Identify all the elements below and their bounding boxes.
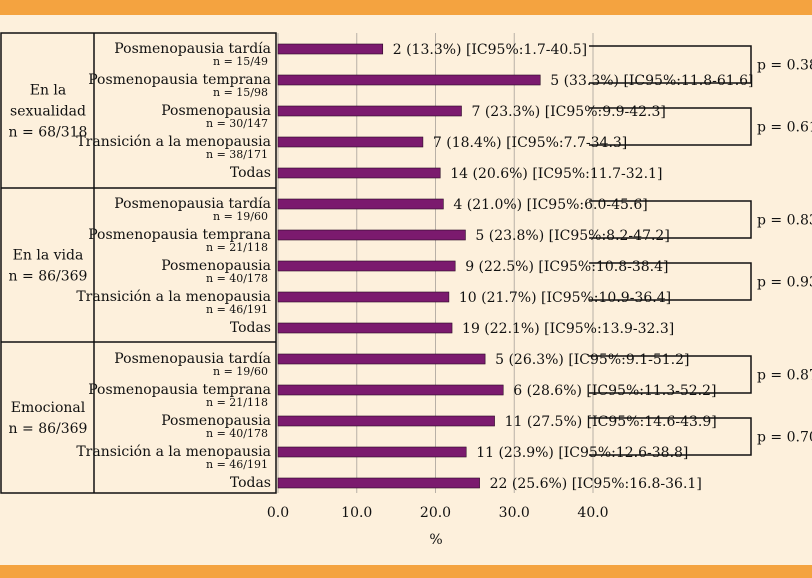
category-label: Posmenopausia temprana: [88, 72, 271, 88]
bar: [277, 384, 504, 396]
n-label: n = 19/60: [213, 210, 268, 223]
n-label: n = 40/178: [206, 427, 268, 440]
bar: [277, 43, 384, 55]
n-label: n = 30/147: [206, 117, 268, 130]
x-tick-label: 10.0: [341, 505, 372, 521]
bar: [277, 167, 441, 179]
bar: [277, 415, 495, 427]
data-label: 5 (26.3%) [IC95%:9.1-51.2]: [495, 352, 689, 368]
bar: [277, 105, 462, 117]
bar: [277, 322, 453, 334]
data-label: 19 (22.1%) [IC95%:13.9-32.3]: [462, 321, 674, 337]
data-label: 5 (23.8%) [IC95%:8.2-47.2]: [475, 228, 669, 244]
category-label: Posmenopausia: [161, 413, 271, 429]
data-label: 4 (21.0%) [IC95%:6.0-45.6]: [453, 197, 647, 213]
bar: [277, 477, 480, 489]
category-label: Transición a la menopausia: [76, 134, 271, 150]
x-tick-label: 20.0: [420, 505, 451, 521]
bar: [277, 229, 466, 241]
bar: [277, 353, 486, 365]
category-label: Posmenopausia temprana: [88, 382, 271, 398]
data-label: 5 (33.3%) [IC95%:11.8-61.6]: [550, 73, 753, 89]
n-label: n = 40/178: [206, 272, 268, 285]
p-bracket: [589, 417, 752, 456]
n-label: n = 15/98: [213, 86, 268, 99]
category-label: Posmenopausia tardía: [114, 351, 271, 367]
p-bracket: [589, 355, 752, 394]
n-label: n = 38/171: [206, 148, 268, 161]
category-label: Transición a la menopausia: [76, 289, 271, 305]
bar: [277, 136, 424, 148]
data-label: 11 (23.9%) [IC95%:12.6-38.8]: [476, 445, 688, 461]
data-label: 10 (21.7%) [IC95%:10.9-36.4]: [459, 290, 671, 306]
category-label: Posmenopausia temprana: [88, 227, 271, 243]
table-frame: [0, 32, 277, 494]
group-label: n = 86/369: [9, 421, 88, 437]
data-label: 7 (18.4%) [IC95%:7.7-34.3]: [433, 135, 627, 151]
category-label: Posmenopausia tardía: [114, 196, 271, 212]
category-label: Todas: [230, 475, 271, 491]
p-bracket: [589, 45, 752, 84]
n-label: n = 46/191: [206, 458, 268, 471]
n-label: n = 15/49: [213, 55, 268, 68]
category-label: Transición a la menopausia: [76, 444, 271, 460]
p-value-label: p = 0.70: [757, 430, 812, 446]
data-label: 11 (27.5%) [IC95%:14.6-43.9]: [505, 414, 717, 430]
category-label: Todas: [230, 320, 271, 336]
bar: [277, 74, 541, 86]
p-bracket: [589, 107, 752, 146]
n-label: n = 19/60: [213, 365, 268, 378]
bar: [277, 198, 444, 210]
bar: [277, 291, 450, 303]
bar: [277, 260, 456, 272]
x-tick-label: 30.0: [499, 505, 530, 521]
p-value-label: p = 0.38: [757, 58, 812, 74]
group-label: En la vida: [13, 248, 84, 264]
category-label: Posmenopausia: [161, 258, 271, 274]
group-label: n = 86/369: [9, 269, 88, 285]
category-label: Todas: [230, 165, 271, 181]
category-label: Posmenopausia: [161, 103, 271, 119]
x-axis-label: %: [429, 532, 442, 548]
group-label: En la: [30, 83, 67, 99]
group-label: n = 68/318: [9, 125, 88, 141]
x-tick-label: 40.0: [577, 505, 608, 521]
n-label: n = 21/118: [206, 396, 268, 409]
top-band: [0, 0, 812, 15]
p-value-label: p = 0.83: [757, 213, 812, 229]
n-label: n = 21/118: [206, 241, 268, 254]
p-bracket: [589, 262, 752, 301]
category-label: Posmenopausia tardía: [114, 41, 271, 57]
data-label: 9 (22.5%) [IC95%:10.8-38.4]: [465, 259, 668, 275]
data-label: 7 (23.3%) [IC95%:9.9-42.3]: [471, 104, 665, 120]
bar: [277, 446, 467, 458]
data-label: 2 (13.3%) [IC95%:1.7-40.5]: [393, 42, 587, 58]
p-value-label: p = 0.61: [757, 120, 812, 136]
bottom-band: [0, 565, 812, 578]
data-label: 22 (25.6%) [IC95%:16.8-36.1]: [490, 476, 702, 492]
data-label: 14 (20.6%) [IC95%:11.7-32.1]: [450, 166, 662, 182]
n-label: n = 46/191: [206, 303, 268, 316]
group-label: sexualidad: [10, 104, 86, 120]
group-label: Emocional: [11, 400, 86, 416]
p-value-label: p = 0.93: [757, 275, 812, 291]
x-tick-label: 0.0: [267, 505, 289, 521]
p-bracket: [589, 200, 752, 239]
p-value-label: p = 0.87: [757, 368, 812, 384]
data-label: 6 (28.6%) [IC95%:11.3-52.2]: [513, 383, 716, 399]
